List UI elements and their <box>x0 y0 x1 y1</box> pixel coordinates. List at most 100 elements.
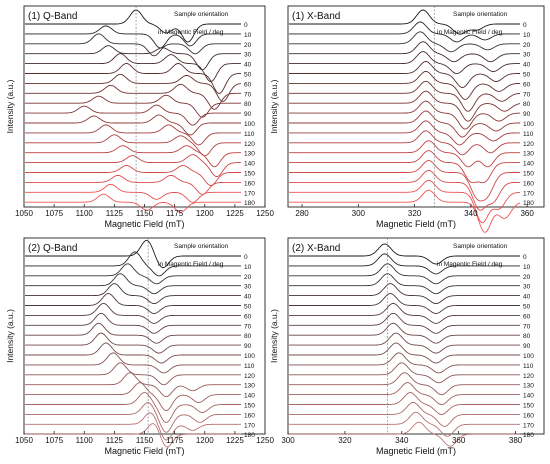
orientation-label: 120 <box>523 373 534 380</box>
chart-panel-4: 0 10 20 30 40 50 60 70 80 90 100 110 120 130 140 150 160… <box>269 237 545 456</box>
orientation-label: 140 <box>244 161 255 168</box>
spectrum-trace-40 <box>25 283 241 305</box>
x-tick-label: 1250 <box>256 436 274 445</box>
spectrum-trace-60 <box>25 73 242 102</box>
spectrum-trace-20 <box>25 263 241 285</box>
spectrum-trace-150 <box>289 160 520 202</box>
orientation-label: 100 <box>523 121 534 128</box>
spectrum-trace-180 <box>289 189 521 233</box>
orientation-label: 180 <box>523 200 534 207</box>
spectrum-trace-130 <box>25 372 241 398</box>
orientation-label: 20 <box>244 274 252 281</box>
spectrum-trace-0 <box>289 243 520 265</box>
orientation-label: 90 <box>523 343 531 350</box>
orientation-label: 100 <box>244 353 255 360</box>
orientation-label: 120 <box>244 373 255 380</box>
x-tick-label: 360 <box>520 209 534 218</box>
panel-title: (2) Q-Band <box>28 243 77 254</box>
orientation-label: 130 <box>523 151 534 158</box>
spectrum-trace-130 <box>289 140 520 168</box>
spectrum-trace-20 <box>289 263 520 285</box>
x-tick-label: 320 <box>338 436 352 445</box>
plot-frame <box>287 237 545 435</box>
orientation-label: 70 <box>523 91 531 98</box>
orientation-label: 150 <box>523 171 534 178</box>
plot-frame <box>287 5 545 208</box>
spectrum-trace-80 <box>25 94 241 118</box>
spectrum-trace-180 <box>25 193 241 213</box>
chart-panel-3: 0 10 20 30 40 50 60 70 80 90 100 110 120 130 140 150 160… <box>5 237 274 456</box>
orientation-label: 50 <box>523 304 531 311</box>
spectrum-trace-170 <box>25 412 241 441</box>
orientation-label: 30 <box>244 52 252 59</box>
spectrum-trace-140 <box>25 382 241 412</box>
x-tick-label: 1125 <box>106 209 124 218</box>
spectrum-trace-10 <box>289 21 520 43</box>
spectrum-trace-110 <box>25 124 241 146</box>
x-axis-label: Magnetic Field (mT) <box>376 446 456 456</box>
x-tick-label: 300 <box>352 209 366 218</box>
orientation-label: 0 <box>244 22 248 29</box>
spectrum-trace-90 <box>289 100 521 130</box>
plot-frame <box>23 5 266 208</box>
orientation-label: 180 <box>244 200 255 207</box>
orientation-label: 180 <box>244 432 255 439</box>
spectrum-trace-70 <box>25 83 241 110</box>
spectrum-trace-120 <box>25 134 241 157</box>
orientation-label: 60 <box>523 81 531 88</box>
spectrum-trace-140 <box>25 154 241 178</box>
spectrum-trace-30 <box>289 41 520 63</box>
orientation-label: 50 <box>523 72 531 79</box>
spectrum-trace-50 <box>289 61 520 88</box>
orientation-label: 20 <box>523 274 531 281</box>
orientation-label: 0 <box>523 22 527 29</box>
orientation-label: 130 <box>244 151 255 158</box>
orientation-label: 160 <box>523 412 534 419</box>
orientation-label: 0 <box>244 254 248 261</box>
orientation-label: 70 <box>244 91 252 98</box>
spectrum-trace-0 <box>25 9 241 43</box>
orientation-label: 50 <box>244 304 252 311</box>
orientation-label: 30 <box>523 52 531 59</box>
x-tick-label: 1175 <box>166 436 184 445</box>
spectrum-trace-110 <box>289 352 520 374</box>
chart-panel-2: 0 10 20 30 40 50 60 70 80 90 100 110 120 130 140 150 160… <box>269 5 545 233</box>
spectrum-trace-30 <box>25 45 241 71</box>
spectrum-trace-30 <box>289 273 520 295</box>
orientation-label: 70 <box>244 323 252 330</box>
spectrum-trace-110 <box>25 352 241 374</box>
spectrum-trace-20 <box>289 31 520 53</box>
orientation-label: 90 <box>244 343 252 350</box>
spectrum-trace-150 <box>25 165 241 186</box>
orientation-label: 90 <box>523 111 531 118</box>
x-tick-label: 380 <box>509 436 523 445</box>
orientation-label: 10 <box>523 264 531 271</box>
spectrum-trace-160 <box>25 402 241 433</box>
x-tick-label: 300 <box>281 436 295 445</box>
spectrum-trace-150 <box>25 392 241 423</box>
orientation-label: 150 <box>244 403 255 410</box>
chart-panel-1: 0 10 20 30 40 50 60 70 80 90 100 110 120 130 140 150 160… <box>5 5 274 229</box>
spectrum-trace-40 <box>289 51 520 75</box>
orientation-label: 0 <box>523 254 527 261</box>
orientation-label: 140 <box>244 393 255 400</box>
orientation-label: 10 <box>244 32 252 39</box>
orientation-label: 170 <box>523 190 534 197</box>
spectrum-trace-30 <box>25 273 241 295</box>
orientation-label: 10 <box>523 32 531 39</box>
x-tick-label: 1075 <box>45 436 63 445</box>
orientation-header-line2: in Magentic Field / deg <box>437 261 503 268</box>
spectrum-trace-180 <box>289 421 520 447</box>
orientation-label: 80 <box>244 333 252 340</box>
spectrum-trace-140 <box>289 150 520 184</box>
x-tick-label: 340 <box>464 209 478 218</box>
orientation-label: 170 <box>244 190 255 197</box>
spectrum-trace-20 <box>25 33 241 57</box>
spectrum-trace-100 <box>289 110 520 138</box>
orientation-label: 110 <box>244 131 255 138</box>
spectrum-trace-170 <box>289 179 520 224</box>
spectrum-trace-100 <box>25 342 241 364</box>
spectrum-trace-50 <box>25 63 241 94</box>
panel-title: (1) X-Band <box>292 11 340 22</box>
